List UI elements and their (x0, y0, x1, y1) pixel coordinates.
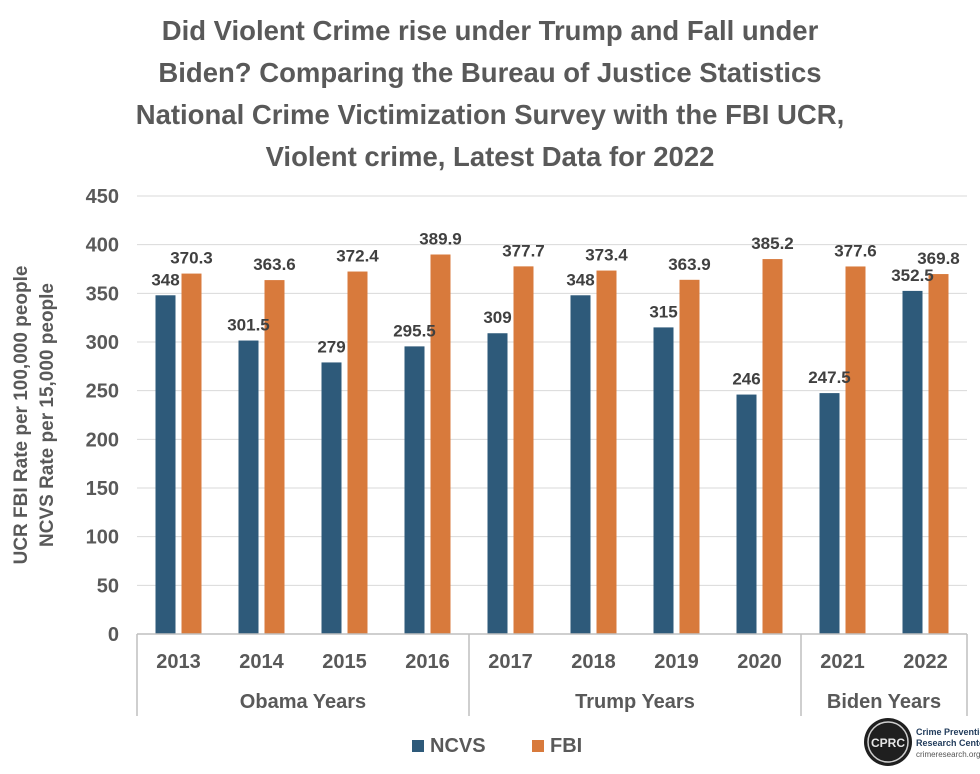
logo-badge (864, 718, 912, 766)
bar-fbi (513, 266, 534, 634)
y-tick-label: 450 (86, 186, 119, 208)
bar-fbi (596, 270, 617, 634)
legend-label-fbi: FBI (550, 735, 582, 757)
y-tick-label: 0 (108, 624, 119, 646)
data-label-fbi: 370.3 (170, 249, 213, 268)
x-tick-label: 2013 (156, 651, 201, 673)
x-tick-label: 2014 (239, 651, 284, 673)
logo-line2: Research Center (916, 738, 980, 748)
y-tick-label: 100 (86, 527, 119, 549)
y-axis-title: UCR FBI Rate per 100,000 people (11, 266, 32, 565)
y-tick-label: 250 (86, 381, 119, 403)
data-label-fbi: 377.6 (834, 241, 877, 260)
data-label-ncvs: 247.5 (808, 368, 851, 387)
data-label-ncvs: 295.5 (393, 321, 436, 340)
legend-swatch-ncvs (412, 740, 424, 752)
x-tick-label: 2018 (571, 651, 616, 673)
data-label-ncvs: 348 (151, 270, 179, 289)
logo-url: crimeresearch.org (916, 750, 980, 759)
data-label-ncvs: 352.5 (891, 266, 934, 285)
data-labels: 348 301.5 279 295.5 309 348 315 246 247.5 352.5 37… (151, 229, 959, 388)
x-tick-label: 2015 (322, 651, 367, 673)
bar-ncvs (653, 327, 674, 634)
data-label-ncvs: 315 (649, 302, 677, 321)
x-group-label: Trump Years (575, 691, 695, 713)
bar-fbi (679, 279, 700, 634)
data-label-ncvs: 348 (566, 270, 594, 289)
bar-ncvs (321, 362, 342, 634)
bar-fbi (181, 273, 202, 634)
data-label-fbi: 372.4 (336, 247, 379, 266)
x-tick-label: 2021 (820, 651, 865, 673)
chart-title-line: Violent crime, Latest Data for 2022 (265, 141, 715, 172)
data-label-fbi: 363.6 (253, 255, 296, 274)
logo-line1: Crime Prevention (916, 727, 980, 737)
x-tick-label: 2016 (405, 651, 450, 673)
data-label-fbi: 377.7 (502, 241, 545, 260)
data-label-fbi: 373.4 (585, 246, 628, 265)
y-tick-label: 350 (86, 283, 119, 305)
x-tick-label: 2017 (488, 651, 533, 673)
bar-ncvs (570, 295, 591, 634)
data-label-fbi: 385.2 (751, 234, 794, 253)
y-tick-label: 50 (97, 575, 119, 597)
x-group-label: Biden Years (827, 691, 941, 713)
chart-title-line: Did Violent Crime rise under Trump and F… (161, 15, 819, 46)
chart-title: Did Violent Crime rise under Trump and F… (90, 10, 890, 178)
bar-fbi (430, 254, 451, 635)
data-label-fbi: 363.9 (668, 255, 711, 274)
bar-fbi (347, 271, 368, 634)
bars (155, 254, 949, 635)
data-label-fbi: 369.8 (917, 249, 960, 268)
logo-monogram: CPRC (871, 736, 905, 750)
y-axis-title: NCVS Rate per 15,000 people (37, 283, 58, 547)
chart-title-line: Biden? Comparing the Bureau of Justice S… (158, 57, 822, 88)
bar-ncvs (404, 346, 425, 634)
logo-ring (867, 721, 909, 763)
data-label-ncvs: 301.5 (227, 316, 270, 335)
data-label-fbi: 389.9 (419, 229, 462, 248)
bar-ncvs (819, 393, 840, 634)
data-label-ncvs: 279 (317, 337, 345, 356)
bar-ncvs (238, 340, 259, 634)
cprc-logo: CPRC Crime Prevention Research Center cr… (864, 718, 980, 766)
bar-fbi (264, 280, 285, 634)
y-tick-label: 200 (86, 429, 119, 451)
bar-ncvs (155, 295, 176, 634)
x-group-label: Obama Years (240, 691, 366, 713)
x-tick-label: 2019 (654, 651, 699, 673)
x-tick-label: 2020 (737, 651, 782, 673)
chart-title-line: National Crime Victimization Survey with… (135, 99, 845, 130)
legend-label-ncvs: NCVS (430, 735, 486, 757)
axes: 0 50 100 150 200 250 300 350 400 450 UCR FBI Rate … (11, 186, 968, 716)
bar-fbi (928, 274, 949, 634)
x-tick-label: 2022 (903, 651, 948, 673)
bar-ncvs (736, 394, 757, 634)
bar-fbi (845, 266, 866, 634)
y-tick-label: 300 (86, 332, 119, 354)
legend: NCVS FBI (412, 735, 582, 757)
bar-fbi (762, 259, 783, 634)
legend-swatch-fbi (532, 740, 544, 752)
bar-ncvs (487, 333, 508, 634)
bar-ncvs (902, 290, 923, 634)
data-label-ncvs: 309 (483, 308, 511, 327)
y-tick-label: 150 (86, 478, 119, 500)
y-tick-label: 400 (86, 235, 119, 257)
data-label-ncvs: 246 (732, 370, 760, 389)
